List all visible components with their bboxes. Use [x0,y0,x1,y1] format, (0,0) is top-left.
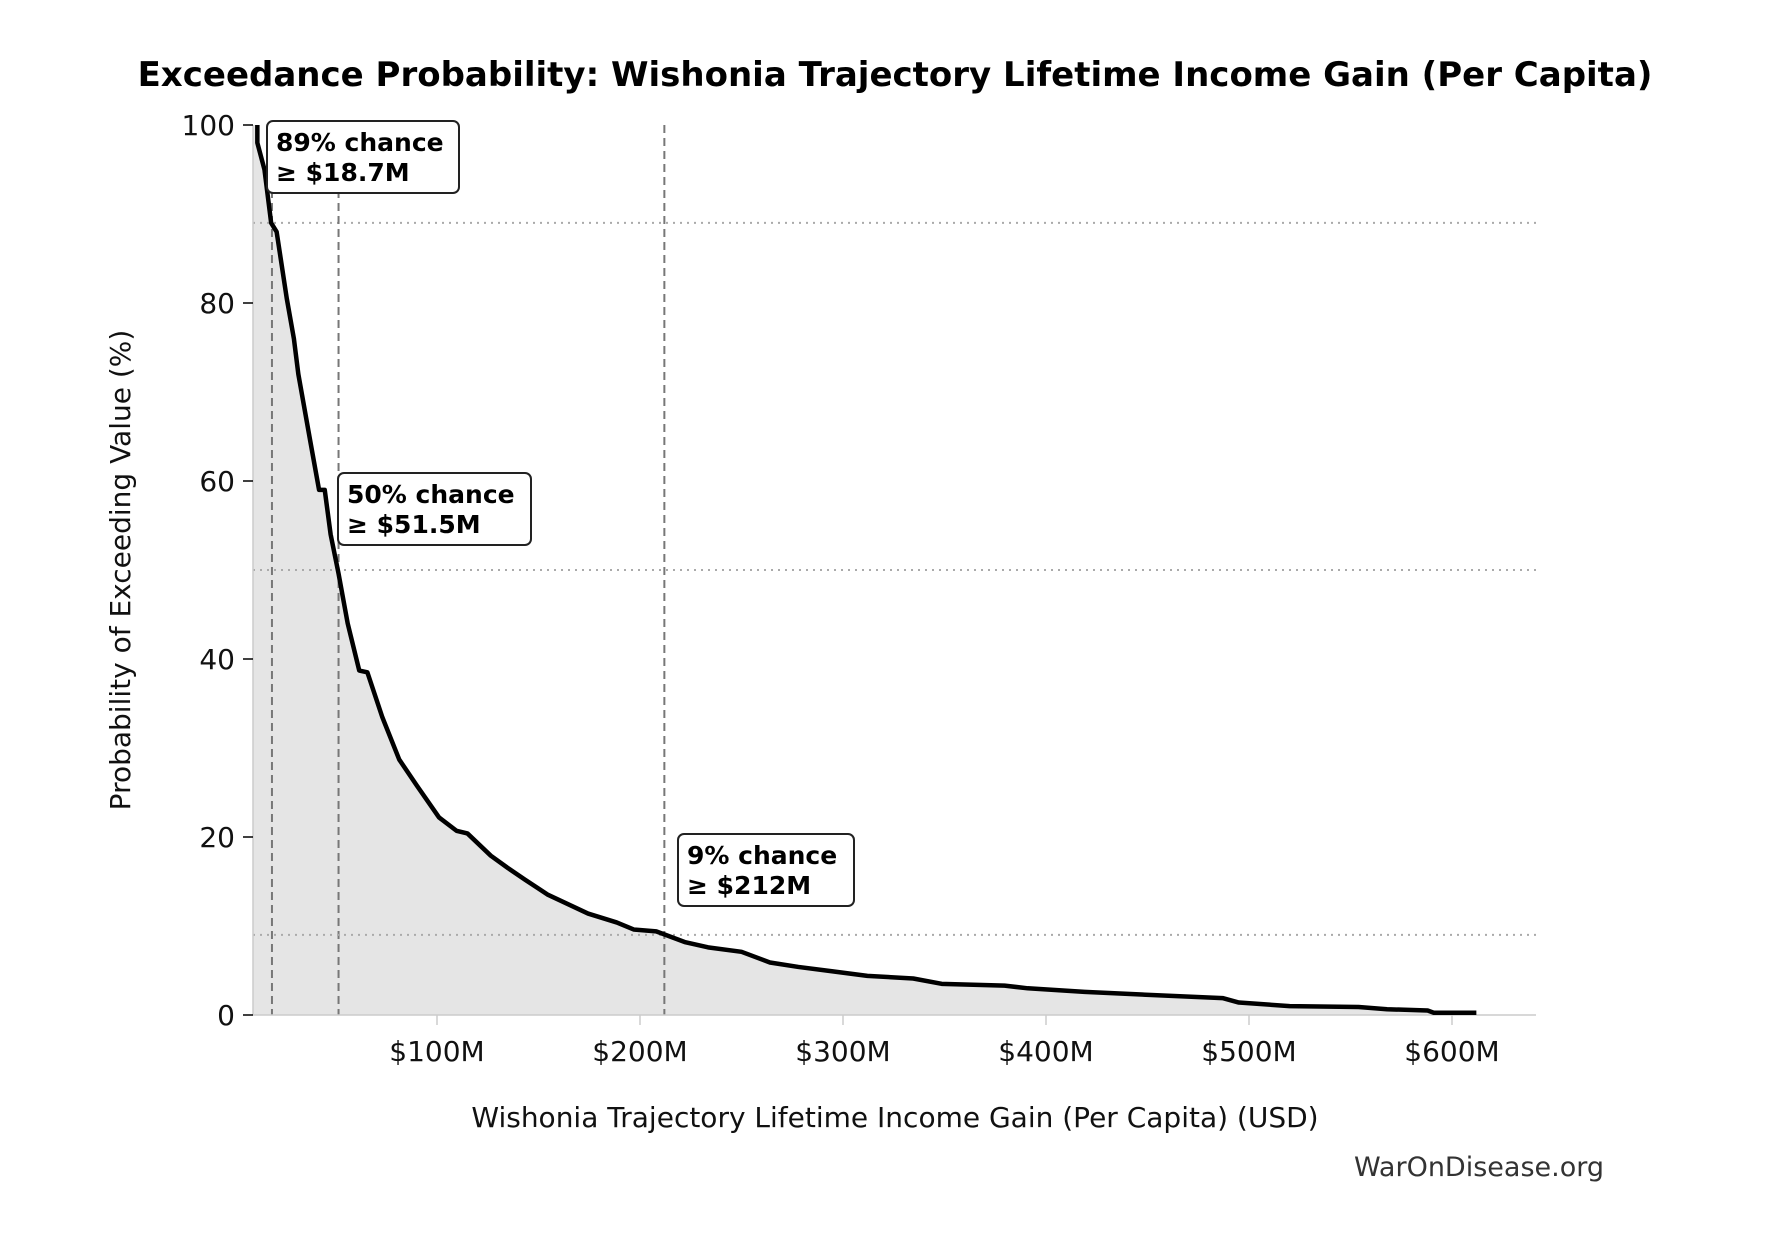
y-tick-label: 80 [199,287,235,320]
x-tick-label: $100M [389,1035,484,1068]
annotation-box: 89% chance≥ $18.7M [266,120,460,194]
y-tick-label: 20 [199,821,235,854]
annotation-frame [266,120,460,194]
y-tick-label: 60 [199,465,235,498]
x-tick-label: $500M [1201,1035,1296,1068]
x-axis-label: Wishonia Trajectory Lifetime Income Gain… [471,1101,1318,1134]
annotation-line2: ≥ $212M [687,871,811,900]
watermark: WarOnDisease.org [1354,1152,1604,1183]
annotation-frame [337,472,532,546]
x-tick-label: $300M [795,1035,890,1068]
y-axis-label: Probability of Exceeding Value (%) [104,330,137,811]
annotation-box: 9% chance≥ $212M [677,833,855,907]
annotation-line2: ≥ $51.5M [347,510,481,539]
annotation-line1: 50% chance [347,480,515,509]
y-tick-label: 0 [217,999,235,1032]
chart-title: Exceedance Probability: Wishonia Traject… [138,55,1653,95]
annotation-frame [677,833,855,907]
area-fill [253,125,1477,1015]
x-tick-label: $600M [1404,1035,1499,1068]
annotation-line1: 89% chance [276,128,444,157]
plot-area: 0 20 40 60 80 100 $100M $200M $300M $400M $500M $60… [182,109,1536,1068]
x-tick-label: $200M [592,1035,687,1068]
exceedance-curve [255,125,1477,1016]
annotation-box: 50% chance≥ $51.5M [337,472,532,546]
annotation-line1: 9% chance [687,841,837,870]
annotation-line2: ≥ $18.7M [276,158,410,187]
x-tick-label: $400M [998,1035,1093,1068]
y-tick-label: 100 [182,109,235,142]
y-tick-label: 40 [199,643,235,676]
